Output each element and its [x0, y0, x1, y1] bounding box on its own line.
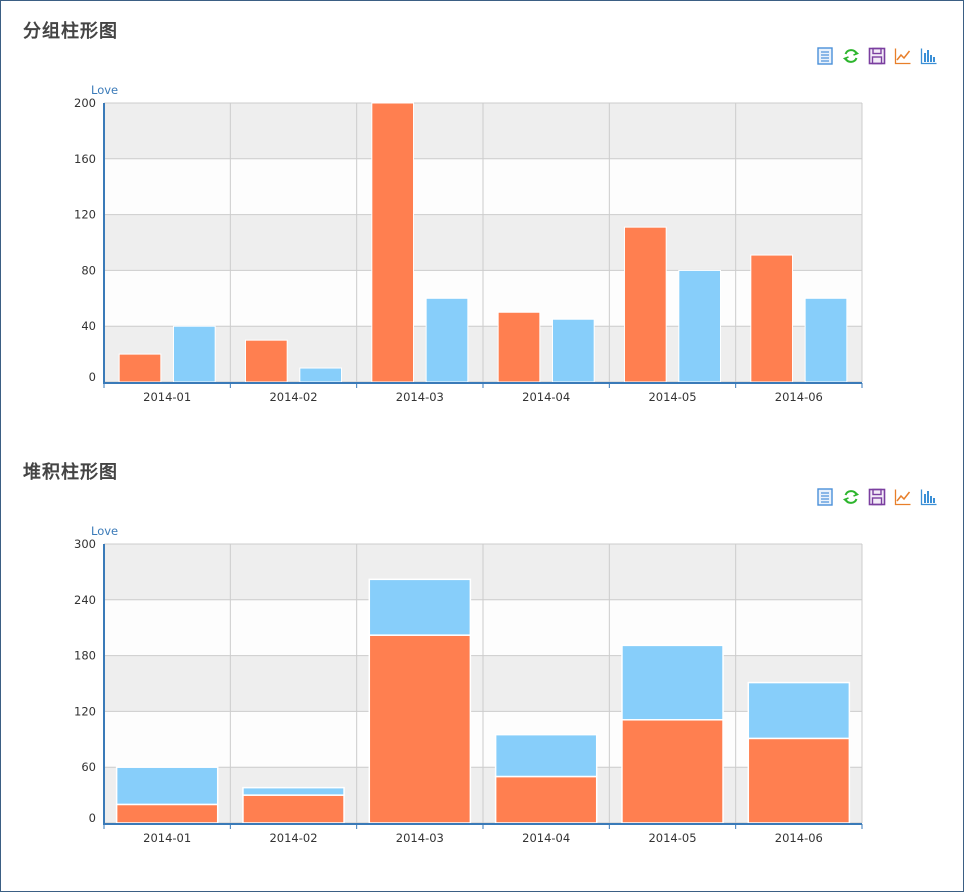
data-view-button[interactable] — [815, 46, 835, 66]
bar-segment[interactable] — [368, 634, 472, 824]
refresh-button[interactable] — [841, 487, 861, 507]
y-tick-label: 240 — [74, 593, 96, 607]
refresh-icon — [842, 490, 860, 504]
bar-segment[interactable] — [747, 681, 851, 740]
refresh-button[interactable] — [841, 46, 861, 66]
x-tick-label: 2014-03 — [396, 390, 444, 404]
x-tick-label: 2014-02 — [269, 831, 317, 845]
bar-segment[interactable] — [621, 644, 724, 721]
bar-segment[interactable] — [368, 578, 472, 636]
line-chart-icon — [894, 48, 911, 65]
y-tick-label: 40 — [81, 319, 96, 333]
y-tick-label: 0 — [89, 370, 96, 384]
x-tick-label: 2014-04 — [522, 390, 570, 404]
switch-bar-button[interactable] — [919, 487, 939, 507]
grouped-bar-chart: 0 40 80 120 160 200 2014-01 2014-02 2014-03 2014-… — [74, 83, 863, 404]
bar[interactable] — [678, 269, 722, 383]
y-tick-label: 120 — [74, 704, 96, 718]
data-view-button[interactable] — [815, 487, 835, 507]
y-tick-label: 60 — [81, 760, 96, 774]
x-tick-label: 2014-05 — [648, 390, 696, 404]
x-tick-label: 2014-06 — [775, 390, 823, 404]
x-tick-label: 2014-06 — [775, 831, 823, 845]
bar[interactable] — [425, 297, 469, 383]
y-tick-label: 160 — [74, 152, 96, 166]
save-icon — [868, 47, 886, 65]
grouped-bar-panel: 分组柱形图 0 40 80 120 160 200 2014-01 2014-02 2014-0… — [1, 1, 963, 441]
refresh-icon — [842, 49, 860, 63]
bar-segment[interactable] — [494, 733, 598, 778]
bar[interactable] — [371, 102, 415, 383]
y-tick-label: 0 — [89, 811, 96, 825]
switch-line-button[interactable] — [893, 46, 913, 66]
x-tick-label: 2014-04 — [522, 831, 570, 845]
chart-title: 分组柱形图 — [23, 21, 118, 42]
bar-segment[interactable] — [115, 803, 219, 824]
y-tick-label: 200 — [74, 96, 96, 110]
y-tick-label: 120 — [74, 208, 96, 222]
bar-segment[interactable] — [494, 775, 598, 824]
bar[interactable] — [118, 353, 162, 383]
y-tick-label: 180 — [74, 649, 96, 663]
x-tick-label: 2014-01 — [143, 390, 191, 404]
switch-bar-button[interactable] — [919, 46, 939, 66]
bar-segment[interactable] — [621, 719, 724, 824]
bar-chart-icon — [920, 489, 937, 506]
bar[interactable] — [299, 367, 343, 383]
chart-toolbox — [815, 46, 939, 66]
bar-segment[interactable] — [242, 786, 345, 796]
chart-toolbox — [815, 487, 939, 507]
bar[interactable] — [551, 318, 595, 383]
save-image-button[interactable] — [867, 46, 887, 66]
stacked-bar-chart: 0 60 120 180 240 300 2014-01 2014-02 2014-03 2014… — [74, 524, 863, 845]
line-chart-icon — [894, 489, 911, 506]
bar[interactable] — [804, 297, 848, 383]
y-tick-label: 80 — [81, 263, 96, 277]
bar-segment[interactable] — [115, 766, 219, 806]
bar-segment[interactable] — [242, 794, 345, 824]
x-tick-label: 2014-05 — [648, 831, 696, 845]
chart-title: 堆积柱形图 — [23, 462, 118, 483]
data-view-icon — [817, 488, 833, 506]
data-view-icon — [817, 47, 833, 65]
x-tick-label: 2014-02 — [269, 390, 317, 404]
bar[interactable] — [750, 254, 794, 383]
save-image-button[interactable] — [867, 487, 887, 507]
bar[interactable] — [497, 311, 541, 383]
stacked-bar-panel: 堆积柱形图 0 60 120 180 240 300 2014-01 2014-02 2014-… — [1, 442, 963, 891]
save-icon — [868, 488, 886, 506]
switch-line-button[interactable] — [893, 487, 913, 507]
y-axis-name: Love — [91, 524, 118, 538]
bar[interactable] — [623, 226, 667, 383]
bar-chart-icon — [920, 48, 937, 65]
bar[interactable] — [244, 339, 288, 383]
x-tick-label: 2014-03 — [396, 831, 444, 845]
x-tick-label: 2014-01 — [143, 831, 191, 845]
bar[interactable] — [172, 325, 216, 383]
y-axis-name: Love — [91, 83, 118, 97]
y-tick-label: 300 — [74, 537, 96, 551]
bar-segment[interactable] — [747, 737, 851, 824]
